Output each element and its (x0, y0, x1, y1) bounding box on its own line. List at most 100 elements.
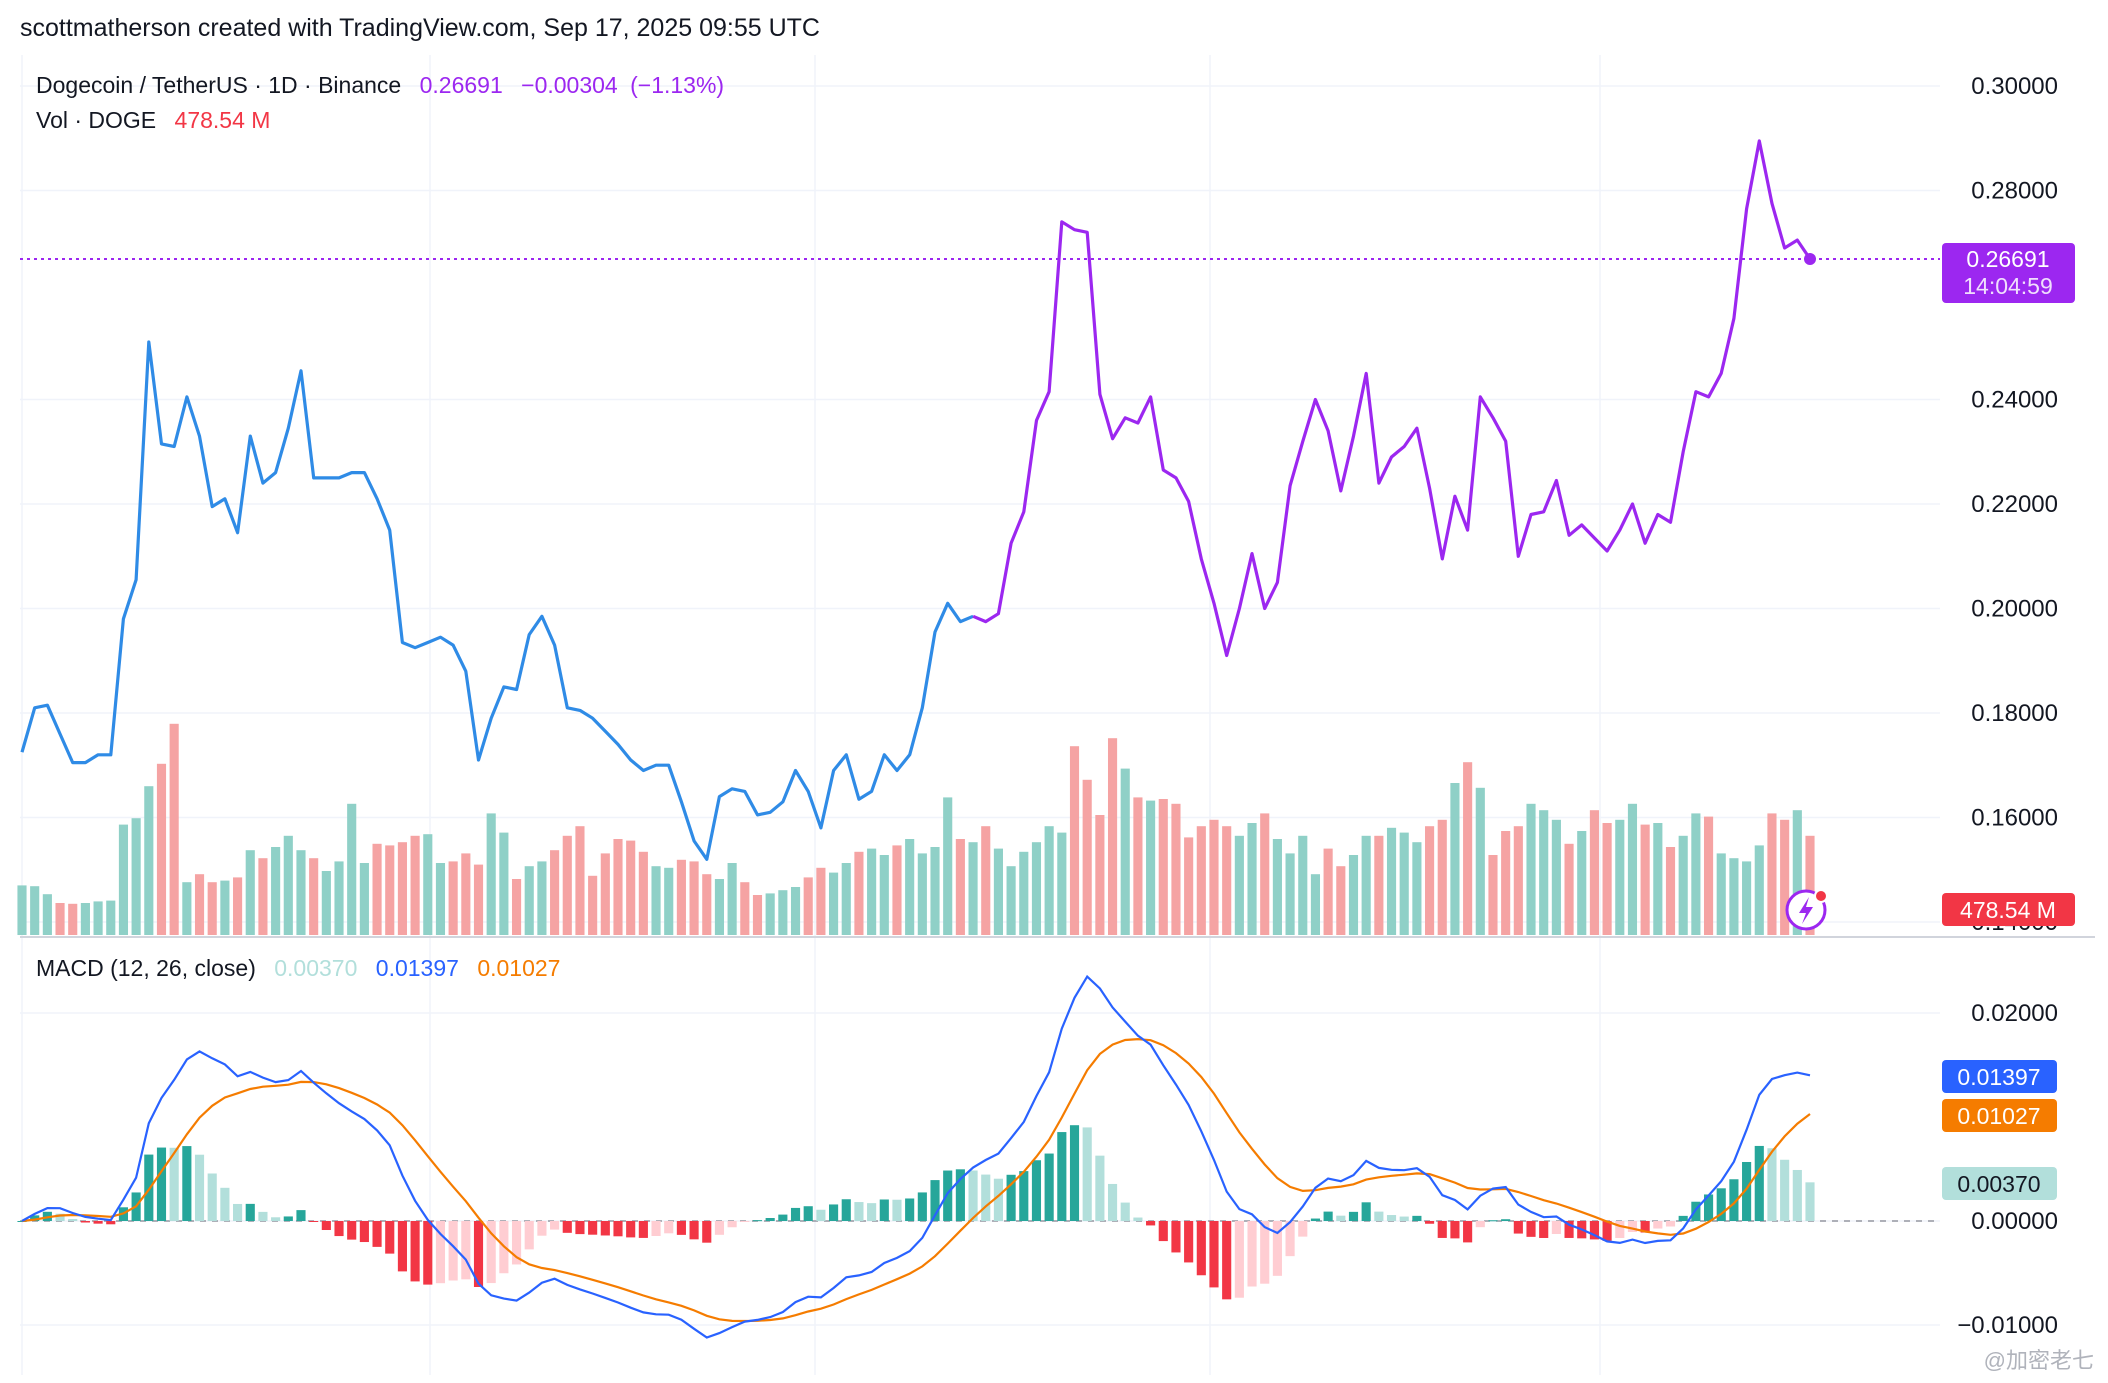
macd-signal-tag: 0.01027 (1942, 1099, 2057, 1132)
volume-bar (1184, 837, 1194, 935)
macd-histogram-bar (930, 1180, 940, 1221)
volume-tag: 478.54 M (1942, 893, 2075, 926)
volume-label: Vol · DOGE (36, 107, 157, 133)
macd-histogram-bar (1589, 1221, 1599, 1240)
volume-bar (1348, 855, 1359, 935)
symbol-title: Dogecoin / TetherUS · 1D · Binance (36, 72, 402, 98)
macd-line-tag-value: 0.01397 (1957, 1064, 2040, 1090)
macd-histogram (17, 1125, 1815, 1300)
symbol-legend[interactable]: Dogecoin / TetherUS · 1D · Binance 0.266… (36, 72, 736, 99)
macd-histogram-bar (1729, 1179, 1739, 1221)
macd-main-line (21, 974, 1811, 1339)
volume-bar (258, 858, 268, 935)
macd-histogram-bar (689, 1221, 699, 1240)
macd-histogram-bar (752, 1220, 763, 1222)
volume-bar (930, 847, 940, 935)
macd-histogram-bar (1539, 1221, 1549, 1238)
lightning-bolt-icon[interactable] (1785, 889, 1828, 931)
macd-histogram-bar (816, 1209, 826, 1221)
volume-bar (435, 863, 446, 935)
macd-histogram-bar (1780, 1159, 1790, 1221)
macd-histogram-bar (1640, 1221, 1650, 1233)
volume-bar (1323, 848, 1333, 935)
volume-value: 478.54 M (174, 107, 271, 133)
volume-bar (486, 813, 496, 935)
volume-bar (613, 839, 623, 935)
volume-legend[interactable]: Vol · DOGE 478.54 M (36, 107, 282, 134)
volume-bar (397, 842, 407, 935)
volume-bar (410, 835, 420, 935)
macd-histogram-bar (283, 1216, 293, 1221)
volume-bar (841, 863, 851, 935)
macd-histogram-bar (562, 1221, 572, 1233)
volume-bar (169, 723, 179, 935)
volume-bar (385, 845, 395, 935)
price-axis: 0.30000 0.28000 0.24000 0.22000 0.20000 0.180… (1971, 73, 2058, 936)
volume-bar (182, 882, 192, 935)
macd-legend[interactable]: MACD (12, 26, close) 0.00370 0.01397 0.0… (36, 955, 572, 982)
volume-bar (993, 848, 1003, 935)
volume-bar (816, 867, 826, 935)
macd-histogram-bar (1678, 1215, 1688, 1221)
volume-bar (1425, 826, 1435, 935)
volume-bar (271, 847, 281, 935)
macd-histogram-bar (397, 1221, 407, 1272)
macd-histogram-bar (55, 1213, 65, 1221)
volume-bar (1133, 797, 1143, 935)
volume-bar (1057, 832, 1067, 935)
macd-histogram-bar (182, 1146, 192, 1221)
macd-histogram-bar (1425, 1221, 1435, 1224)
volume-bar (511, 879, 522, 935)
last-price: 0.26691 (419, 72, 503, 98)
volume-bar (220, 880, 230, 935)
price-change-pct: (−1.13%) (630, 72, 725, 98)
chart-credit: scottmatherson created with TradingView.… (20, 14, 820, 42)
volume-bar (1196, 826, 1206, 935)
volume-bar (1501, 831, 1511, 935)
macd-histogram-bar (1196, 1221, 1206, 1276)
macd-histogram-bar (727, 1221, 737, 1228)
macd-histogram-bar (1475, 1221, 1485, 1228)
volume-bar (1031, 842, 1042, 935)
price-line-segment-blue (20, 340, 974, 861)
volume-bar (1805, 835, 1815, 935)
macd-histogram-bar (194, 1154, 205, 1221)
price-line-segment-purple (972, 139, 1812, 658)
macd-histogram-bar (790, 1207, 801, 1221)
price-tick-label: 0.20000 (1971, 596, 2058, 623)
volume-bar (1665, 847, 1676, 935)
price-tick-label: 0.30000 (1971, 73, 2058, 100)
volume-bar (1615, 819, 1625, 935)
volume-bar (955, 839, 965, 935)
volume-bar (1602, 823, 1612, 935)
macd-histogram-bar (550, 1221, 560, 1230)
macd-histogram-bar (600, 1221, 610, 1236)
macd-histogram-bar (1031, 1160, 1042, 1221)
macd-histogram-bar (1374, 1211, 1384, 1221)
macd-histogram-bar (461, 1221, 471, 1280)
macd-histogram-bar (981, 1174, 991, 1221)
volume-bar (207, 882, 217, 935)
macd-histogram-bar (968, 1170, 978, 1221)
macd-histogram-bar (1716, 1188, 1726, 1221)
volume-bar (879, 855, 889, 935)
volume-bar (550, 850, 560, 935)
macd-histogram-bar (1234, 1221, 1244, 1298)
macd-histogram-bar (714, 1221, 725, 1235)
macd-histogram-bar (1412, 1215, 1422, 1221)
macd-histogram-bar (1222, 1221, 1232, 1300)
macd-histogram-bar (1285, 1221, 1295, 1257)
macd-hist-value: 0.00370 (274, 955, 358, 981)
volume-bar (1742, 861, 1752, 935)
volume-bar (1564, 843, 1574, 935)
macd-histogram-bar (1298, 1221, 1308, 1237)
price-tick-label: 0.18000 (1971, 700, 2058, 727)
volume-bar (575, 826, 585, 935)
volume-bar (803, 877, 813, 935)
price-tag-value: 0.26691 (1966, 246, 2049, 272)
volume-bar (752, 895, 763, 935)
macd-histogram-bar (993, 1178, 1003, 1221)
volume-bar (917, 853, 927, 935)
volume-bar (1729, 858, 1739, 935)
